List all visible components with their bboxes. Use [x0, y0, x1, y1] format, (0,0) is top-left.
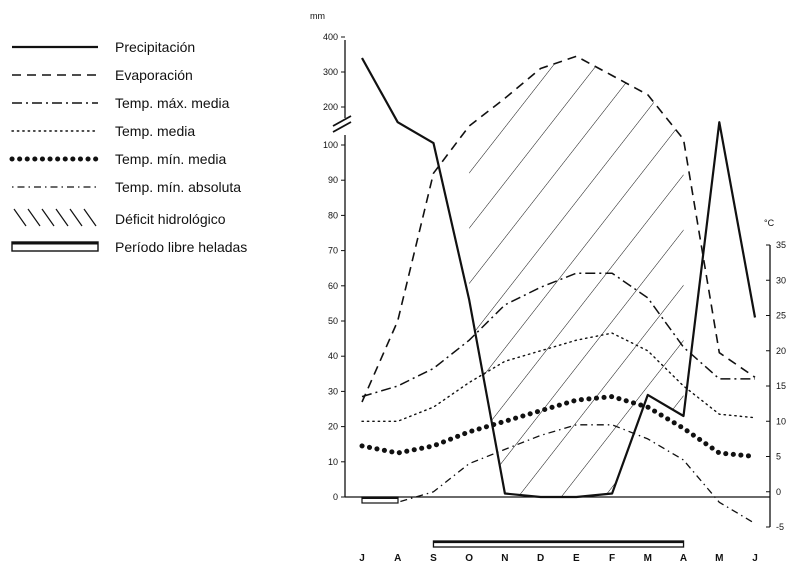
axis-break-mark — [332, 115, 352, 127]
left-axis-unit: mm — [310, 11, 325, 21]
legend-item-deficit-hidrologico: Déficit hidrológico — [13, 208, 226, 227]
left-tick-label: 300 — [323, 67, 338, 77]
legend-label: Déficit hidrológico — [115, 211, 226, 227]
left-tick-label: 0 — [333, 492, 338, 502]
legend-label: Evaporación — [115, 67, 193, 83]
legend-item-precipitacion: Precipitación — [12, 39, 195, 55]
legend-label: Período libre heladas — [115, 239, 247, 255]
series-temp-min-absoluta — [362, 424, 756, 525]
legend-item-evaporacion: Evaporación — [12, 67, 193, 83]
left-tick-label: 30 — [328, 386, 338, 396]
left-tick-label: 60 — [328, 281, 338, 291]
month-label: D — [537, 553, 544, 564]
month-label: A — [680, 553, 687, 564]
left-tick-label: 20 — [328, 422, 338, 432]
legend-label: Temp. media — [115, 123, 195, 139]
right-tick-label: 10 — [776, 416, 786, 426]
right-tick-label: 5 — [776, 452, 781, 462]
legend: Precipitación Evaporación Temp. máx. media… — [9, 39, 247, 255]
month-label: S — [430, 553, 437, 564]
frost-free-period — [361, 496, 685, 548]
series-temp-min-media — [359, 394, 758, 459]
legend-item-temp-min-media: Temp. mín. media — [9, 151, 226, 167]
left-tick-label: 70 — [328, 246, 338, 256]
left-tick-label: 40 — [328, 351, 338, 361]
month-label: M — [715, 553, 723, 564]
right-tick-label: 35 — [776, 240, 786, 250]
legend-label: Temp. máx. media — [115, 95, 230, 111]
legend-swatch — [27, 208, 41, 227]
series-evaporacion — [361, 55, 756, 403]
right-tick-label: 20 — [776, 346, 786, 356]
left-tick-label: 400 — [323, 32, 338, 42]
series-temp-media — [361, 332, 756, 422]
month-label: F — [609, 553, 615, 564]
axes: mm 0 10 20 30 40 50 60 70 80 90 100 200 300 400 °C -5 0 5 1… — [310, 11, 786, 564]
left-tick-label: 80 — [328, 210, 338, 220]
legend-label: Temp. mín. absoluta — [115, 179, 241, 195]
left-tick-label: 50 — [328, 316, 338, 326]
left-tick-label: 10 — [328, 457, 338, 467]
right-tick-label: 30 — [776, 275, 786, 285]
deficit-hatch — [469, 56, 684, 497]
legend-swatch — [83, 208, 97, 227]
month-label: J — [359, 553, 365, 564]
legend-item-temp-min-absoluta: Temp. mín. absoluta — [12, 179, 241, 195]
legend-swatch — [13, 208, 27, 227]
right-axis-unit: °C — [764, 218, 775, 228]
right-tick-label: 15 — [776, 381, 786, 391]
month-label: M — [644, 553, 652, 564]
legend-swatch — [41, 208, 55, 227]
legend-item-periodo-libre-heladas: Período libre heladas — [11, 239, 247, 255]
deficit-hatch-area — [469, 56, 684, 497]
legend-swatch — [55, 208, 69, 227]
right-tick-label: 0 — [776, 487, 781, 497]
month-label: J — [752, 553, 758, 564]
month-label: E — [573, 553, 580, 564]
legend-swatch — [69, 208, 83, 227]
legend-label: Precipitación — [115, 39, 195, 55]
series-lines — [359, 55, 758, 525]
axis-break-mark — [332, 121, 352, 133]
series-precipitacion — [361, 57, 757, 499]
month-label: A — [394, 553, 401, 564]
right-tick-label: -5 — [776, 522, 784, 532]
legend-item-temp-max-media: Temp. máx. media — [12, 95, 230, 111]
month-label: O — [465, 553, 473, 564]
left-tick-label: 100 — [323, 140, 338, 150]
month-label: N — [501, 553, 508, 564]
left-tick-label: 90 — [328, 175, 338, 185]
legend-label: Temp. mín. media — [115, 151, 226, 167]
left-tick-label: 200 — [323, 102, 338, 112]
legend-item-temp-media: Temp. media — [11, 123, 195, 139]
right-tick-label: 25 — [776, 311, 786, 321]
